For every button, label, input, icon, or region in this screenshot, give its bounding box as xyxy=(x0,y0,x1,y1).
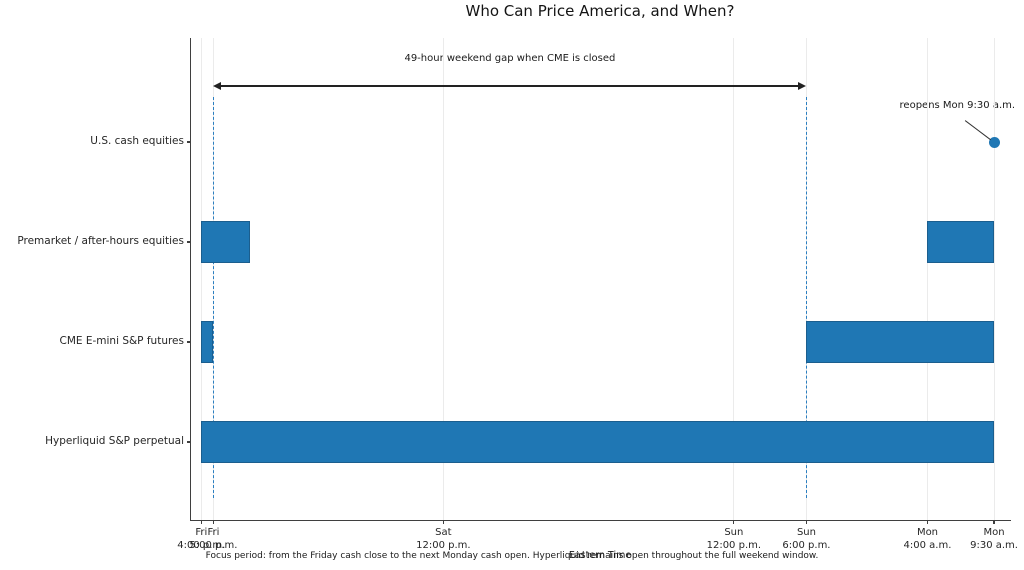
x-tick-label: Sun 12:00 p.m. xyxy=(706,527,762,551)
reopen-leader-line xyxy=(964,120,992,141)
y-tick-mark xyxy=(187,241,191,243)
x-tick-mark xyxy=(212,520,214,524)
y-axis-label: Premarket / after-hours equities xyxy=(17,235,184,247)
gridline xyxy=(993,38,995,520)
x-tick-label: Sat 12:00 p.m. xyxy=(416,527,471,551)
dashed-guide-line xyxy=(212,97,214,498)
gridline xyxy=(442,38,444,520)
y-tick-mark xyxy=(187,341,191,343)
x-tick-label: Sun 6:00 p.m. xyxy=(782,527,831,551)
y-axis-label: CME E-mini S&P futures xyxy=(59,335,184,347)
x-tick-mark xyxy=(442,520,444,524)
x-tick-label: Mon 9:30 a.m. xyxy=(970,527,1018,551)
gridline xyxy=(200,38,202,520)
y-tick-mark xyxy=(187,441,191,443)
interval-bar xyxy=(806,321,995,363)
interval-bar xyxy=(201,221,250,263)
x-axis-label: Eastern Time xyxy=(568,550,632,561)
y-axis-label: Hyperliquid S&P perpetual xyxy=(45,435,184,447)
y-tick-mark xyxy=(187,141,191,143)
reopen-annotation-label: reopens Mon 9:30 a.m. xyxy=(899,100,1016,111)
x-tick-label: Fri 4:00 p.m. xyxy=(177,527,226,551)
x-tick-mark xyxy=(200,520,202,524)
interval-bar xyxy=(201,421,995,463)
y-axis-label: U.S. cash equities xyxy=(90,135,184,147)
x-tick-mark xyxy=(733,520,735,524)
gap-arrowhead-left xyxy=(213,82,222,90)
x-tick-mark xyxy=(805,520,808,524)
interval-bar xyxy=(927,221,995,263)
caption: Focus period: from the Friday cash close… xyxy=(205,551,819,561)
gridline xyxy=(733,38,735,520)
dashed-guide-line xyxy=(805,97,807,498)
interval-bar xyxy=(201,321,214,363)
reopen-marker-dot xyxy=(988,136,1000,148)
x-tick-mark xyxy=(926,520,929,524)
gridline xyxy=(926,38,928,520)
plot-area: 49-hour weekend gap when CME is closed r… xyxy=(177,38,1018,551)
x-tick-mark xyxy=(993,520,995,524)
gap-arrow-line xyxy=(219,85,801,87)
x-tick-label: Mon 4:00 a.m. xyxy=(903,527,952,551)
gap-annotation-label: 49-hour weekend gap when CME is closed xyxy=(404,53,616,64)
chart-title: Who Can Price America, and When? xyxy=(465,2,735,20)
gap-arrowhead-right xyxy=(798,82,807,90)
x-tick-label: Fri 5:00 p.m. xyxy=(189,527,238,551)
